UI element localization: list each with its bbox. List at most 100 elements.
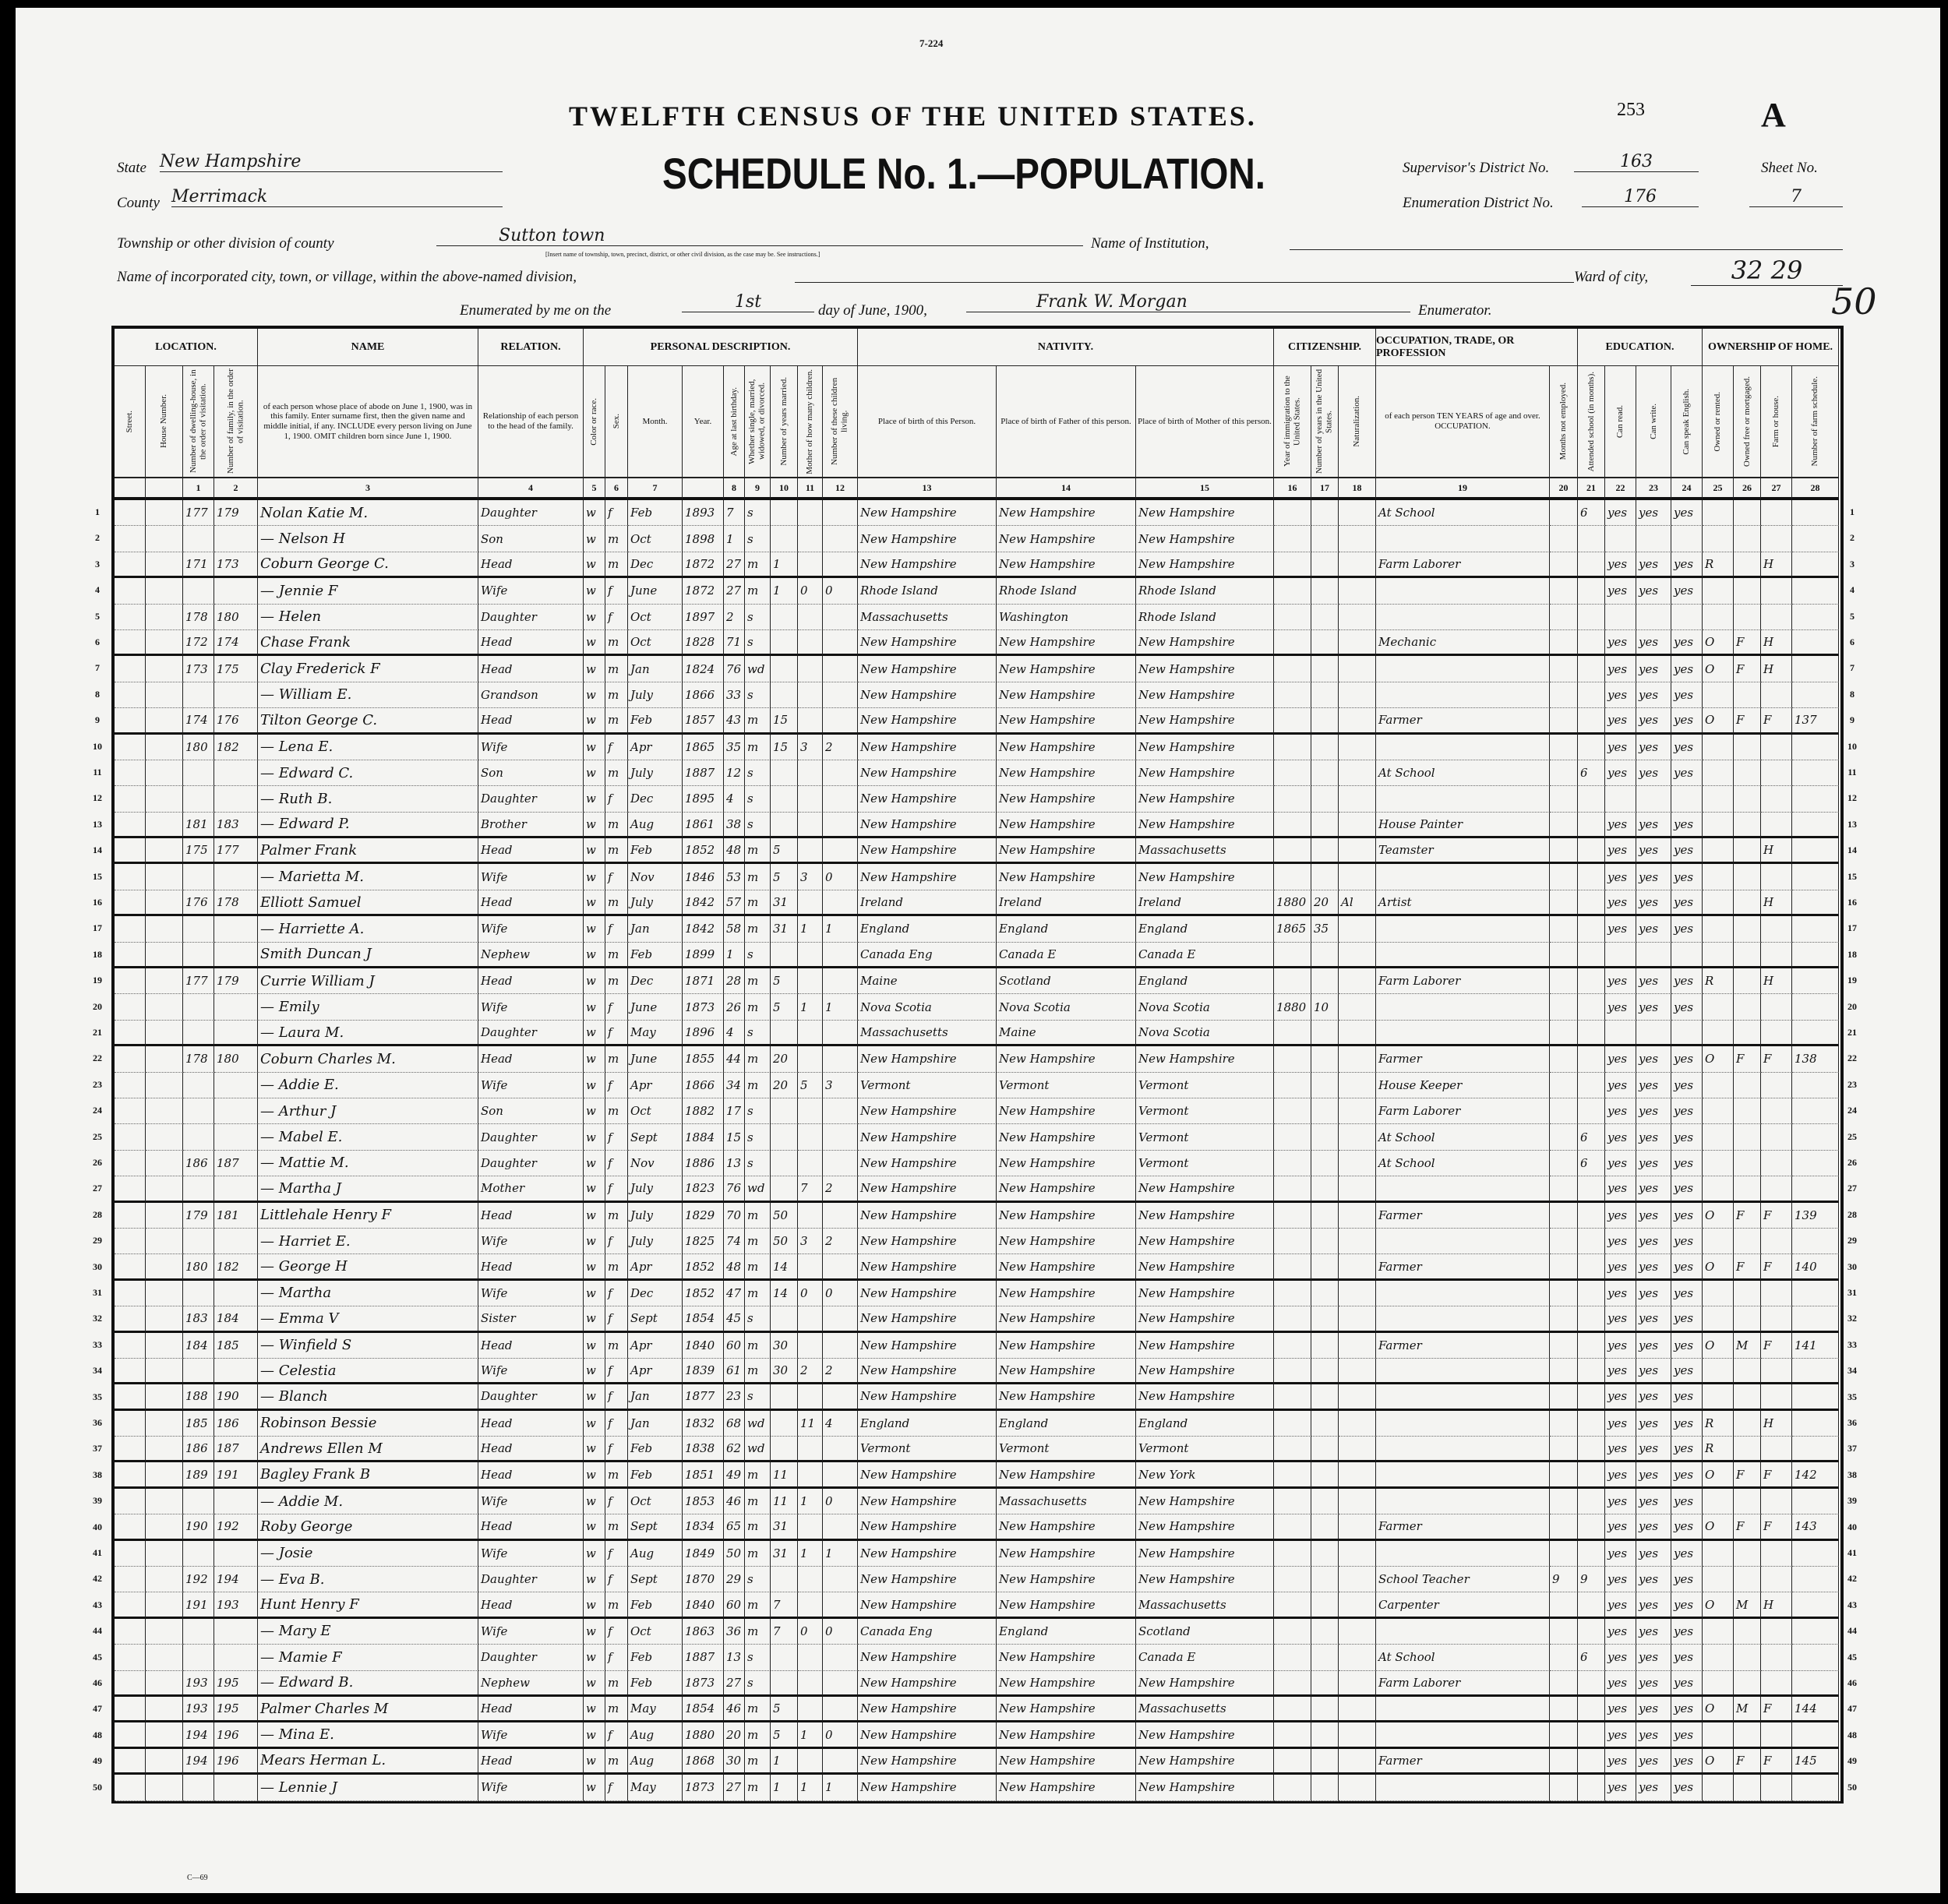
family-number-cell — [214, 578, 258, 605]
line-number-right: 17 — [1847, 922, 1857, 934]
years-in-us-cell — [1311, 1410, 1339, 1437]
line-number-right: 8 — [1850, 688, 1854, 700]
line-number-left: 47 — [93, 1703, 102, 1715]
months-unemployed-cell — [1550, 1645, 1578, 1671]
house-number-cell — [146, 1280, 183, 1307]
naturalization-cell — [1339, 1150, 1376, 1177]
can-read-cell — [1605, 1020, 1636, 1047]
speaks-english-cell: yes — [1671, 864, 1703, 890]
street-cell — [115, 682, 146, 709]
naturalization-cell — [1339, 1098, 1376, 1125]
table-row: 174 176 Tilton George C. Head w m Feb 1857 43 m 15… — [115, 708, 1840, 735]
family-number-cell: 193 — [214, 1592, 258, 1619]
years-married-cell — [771, 812, 798, 839]
years-married-cell: 5 — [771, 968, 798, 995]
color-cell: w — [584, 1592, 605, 1619]
line-number-left: 22 — [93, 1052, 102, 1064]
table-row: — Mabel E. Daughter w f Sept 1884 15 s New Hamps… — [115, 1124, 1840, 1151]
column-header-text: Number of years married. — [778, 377, 789, 466]
age-cell: 61 — [724, 1358, 745, 1385]
children-born-cell — [798, 526, 823, 552]
dwelling-number-cell — [183, 942, 214, 969]
years-in-us-cell — [1311, 708, 1339, 735]
birthplace-cell: New Hampshire — [858, 682, 997, 709]
farm-schedule-number-cell — [1792, 1540, 1839, 1567]
birth-month-cell: Sept — [628, 1567, 683, 1593]
can-write-cell: yes — [1636, 578, 1671, 605]
years-in-us-cell — [1311, 1437, 1339, 1463]
dwelling-number-cell: 184 — [183, 1332, 214, 1359]
table-row: 180 182— George H Head w m Apr 1852 48 m 14 New Ha… — [115, 1254, 1840, 1281]
line-number-right: 39 — [1847, 1495, 1857, 1507]
can-write-cell: yes — [1636, 838, 1671, 865]
line-number-left: 34 — [93, 1365, 102, 1377]
line-number-left: 45 — [93, 1651, 102, 1662]
school-months-cell — [1578, 1514, 1605, 1541]
immigration-year-cell: 1880 — [1274, 890, 1311, 917]
birth-year-cell: 1828 — [683, 629, 724, 657]
color-cell: w — [584, 1280, 605, 1307]
marital-status-cell: m — [745, 890, 771, 917]
school-months-cell: 6 — [1578, 1150, 1605, 1177]
house-number-cell — [146, 1514, 183, 1541]
owned-rented-cell: O — [1703, 629, 1734, 657]
line-number-left: 33 — [93, 1338, 102, 1350]
speaks-english-cell: yes — [1671, 1306, 1703, 1333]
sex-cell: f — [605, 786, 628, 813]
farm-house-cell — [1761, 1098, 1792, 1125]
relation-cell: Wife — [478, 734, 584, 760]
relation-cell: Head — [478, 890, 584, 917]
dwelling-number-cell — [183, 1358, 214, 1385]
birthplace-cell: Canada Eng — [858, 1618, 997, 1645]
person-name-cell: Mears Herman L. — [258, 1748, 478, 1775]
naturalization-cell — [1339, 1775, 1376, 1801]
years-married-cell — [771, 1124, 798, 1151]
immigration-year-cell — [1274, 1072, 1311, 1098]
street-cell — [115, 500, 146, 527]
dwelling-number-cell: 188 — [183, 1384, 214, 1411]
can-write-cell: yes — [1636, 1228, 1671, 1255]
family-number-cell — [214, 760, 258, 787]
free-mortgaged-cell: M — [1734, 1592, 1761, 1619]
can-read-cell — [1605, 786, 1636, 813]
children-born-cell: 0 — [798, 1618, 823, 1645]
farm-schedule-number-cell — [1792, 552, 1839, 579]
months-unemployed-cell — [1550, 1280, 1578, 1307]
birth-month-cell: June — [628, 578, 683, 605]
birthplace-cell: New Hampshire — [858, 656, 997, 682]
can-read-cell: yes — [1605, 1514, 1636, 1541]
birth-month-cell: July — [628, 682, 683, 709]
relation-cell: Son — [478, 1098, 584, 1125]
line-number-right: 25 — [1847, 1130, 1857, 1142]
children-born-cell — [798, 708, 823, 735]
owned-rented-cell — [1703, 1384, 1734, 1411]
sex-cell: f — [605, 604, 628, 630]
owned-rented-cell — [1703, 864, 1734, 890]
family-number-cell — [214, 1488, 258, 1515]
children-born-cell — [798, 890, 823, 917]
line-number-left: 10 — [93, 740, 102, 752]
line-number-left: 23 — [93, 1078, 102, 1090]
children-living-cell: 1 — [823, 916, 858, 943]
color-cell: w — [584, 838, 605, 865]
occupation-cell — [1376, 1437, 1550, 1463]
relation-cell: Head — [478, 1410, 584, 1437]
school-months-cell — [1578, 1228, 1605, 1255]
relation-cell: Son — [478, 526, 584, 552]
birth-month-cell: Apr — [628, 734, 683, 760]
owned-rented-cell: O — [1703, 1254, 1734, 1281]
children-born-cell — [798, 1592, 823, 1619]
dwelling-number-cell: 194 — [183, 1722, 214, 1749]
school-months-cell — [1578, 1176, 1605, 1203]
school-months-cell: 6 — [1578, 1124, 1605, 1151]
table-row: 171 173 Coburn George C. Head w m Dec 1872 27 m 1 N… — [115, 552, 1840, 579]
father-birthplace-cell: Massachusetts — [997, 1488, 1136, 1515]
dwelling-number-cell — [183, 1072, 214, 1098]
table-row: 194 196— Mina E. Wife w f Aug 1880 20 m 5 1 0 New Ha… — [115, 1722, 1840, 1749]
column-header-text: Sex. — [611, 414, 621, 429]
can-read-cell: yes — [1605, 968, 1636, 995]
mother-birthplace-cell: New Hampshire — [1136, 656, 1274, 682]
farm-house-cell: F — [1761, 1696, 1792, 1723]
father-birthplace-cell: New Hampshire — [997, 760, 1136, 787]
birthplace-cell: New Hampshire — [858, 786, 997, 813]
